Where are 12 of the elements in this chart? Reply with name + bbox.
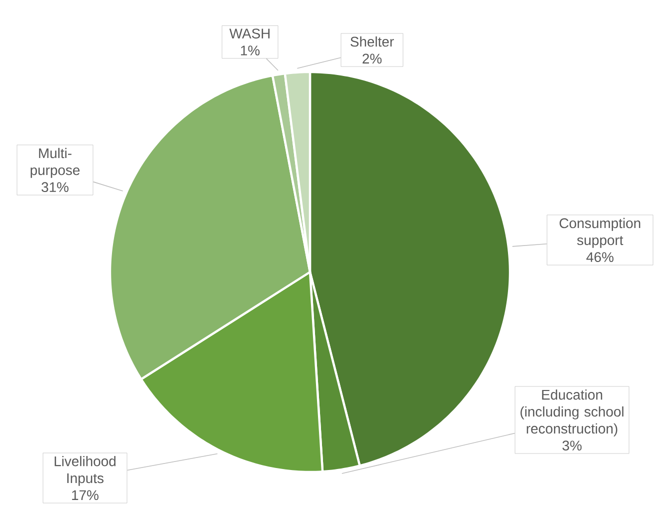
slice-label: Consumption support (560, 218, 640, 248)
data-label: 31% (42, 182, 68, 192)
slice-label: Education (including school reconstruction) (520, 389, 624, 436)
slice-label: Livelihood Inputs (54, 456, 116, 486)
data-label: 1% (240, 46, 260, 56)
data-label: 17% (72, 490, 98, 500)
data-label: 3% (562, 440, 582, 451)
slice-label: WASH (229, 28, 270, 38)
data-label: 46% (586, 252, 614, 262)
slice-label: Multi-purpose (30, 148, 80, 178)
slice-label: Shelter (350, 36, 394, 47)
data-label: 2% (362, 54, 382, 64)
